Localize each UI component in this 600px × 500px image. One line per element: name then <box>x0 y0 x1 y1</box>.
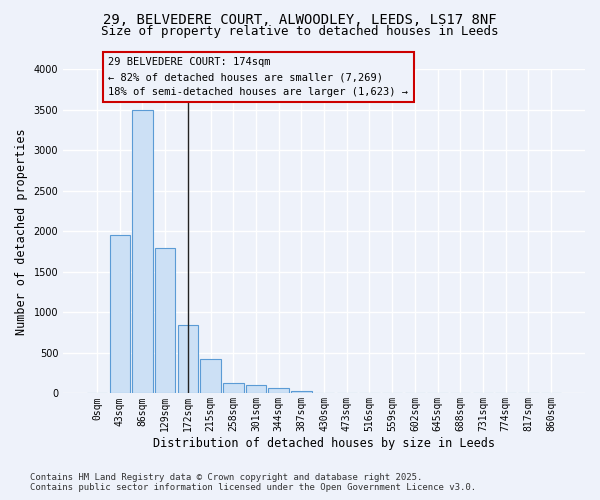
Bar <box>178 324 198 394</box>
Text: Contains HM Land Registry data © Crown copyright and database right 2025.
Contai: Contains HM Land Registry data © Crown c… <box>30 473 476 492</box>
Text: 29, BELVEDERE COURT, ALWOODLEY, LEEDS, LS17 8NF: 29, BELVEDERE COURT, ALWOODLEY, LEEDS, L… <box>103 12 497 26</box>
Bar <box>200 358 221 394</box>
Bar <box>268 388 289 394</box>
X-axis label: Distribution of detached houses by size in Leeds: Distribution of detached houses by size … <box>153 437 495 450</box>
Bar <box>223 383 244 394</box>
Bar <box>314 392 334 394</box>
Bar <box>87 392 107 394</box>
Text: 29 BELVEDERE COURT: 174sqm
← 82% of detached houses are smaller (7,269)
18% of s: 29 BELVEDERE COURT: 174sqm ← 82% of deta… <box>109 58 409 97</box>
Bar <box>110 236 130 394</box>
Bar <box>291 390 311 394</box>
Bar <box>132 110 153 394</box>
Text: Size of property relative to detached houses in Leeds: Size of property relative to detached ho… <box>101 25 499 38</box>
Bar <box>246 386 266 394</box>
Y-axis label: Number of detached properties: Number of detached properties <box>15 128 28 334</box>
Bar <box>155 248 175 394</box>
